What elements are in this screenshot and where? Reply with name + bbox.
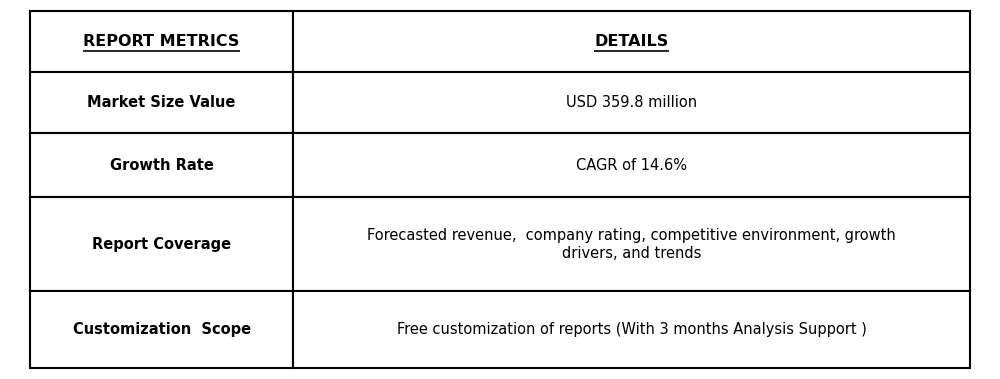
Text: Growth Rate: Growth Rate <box>110 158 214 172</box>
Text: REPORT METRICS: REPORT METRICS <box>83 34 240 49</box>
Bar <box>30 197 293 291</box>
Bar <box>30 72 293 133</box>
Bar <box>293 291 970 368</box>
Text: Market Size Value: Market Size Value <box>87 95 236 110</box>
Text: DETAILS: DETAILS <box>594 34 669 49</box>
Bar <box>293 197 970 291</box>
Bar <box>30 11 293 72</box>
Text: Report Coverage: Report Coverage <box>92 237 231 252</box>
Text: Free customization of reports (With 3 months Analysis Support ): Free customization of reports (With 3 mo… <box>397 322 867 337</box>
Bar <box>293 133 970 197</box>
Text: Customization  Scope: Customization Scope <box>73 322 251 337</box>
Bar <box>30 133 293 197</box>
Text: CAGR of 14.6%: CAGR of 14.6% <box>576 158 687 172</box>
Bar <box>30 291 293 368</box>
Text: USD 359.8 million: USD 359.8 million <box>566 95 697 110</box>
Text: Forecasted revenue,  company rating, competitive environment, growth
drivers, an: Forecasted revenue, company rating, comp… <box>367 228 896 260</box>
Bar <box>293 11 970 72</box>
Bar <box>293 72 970 133</box>
